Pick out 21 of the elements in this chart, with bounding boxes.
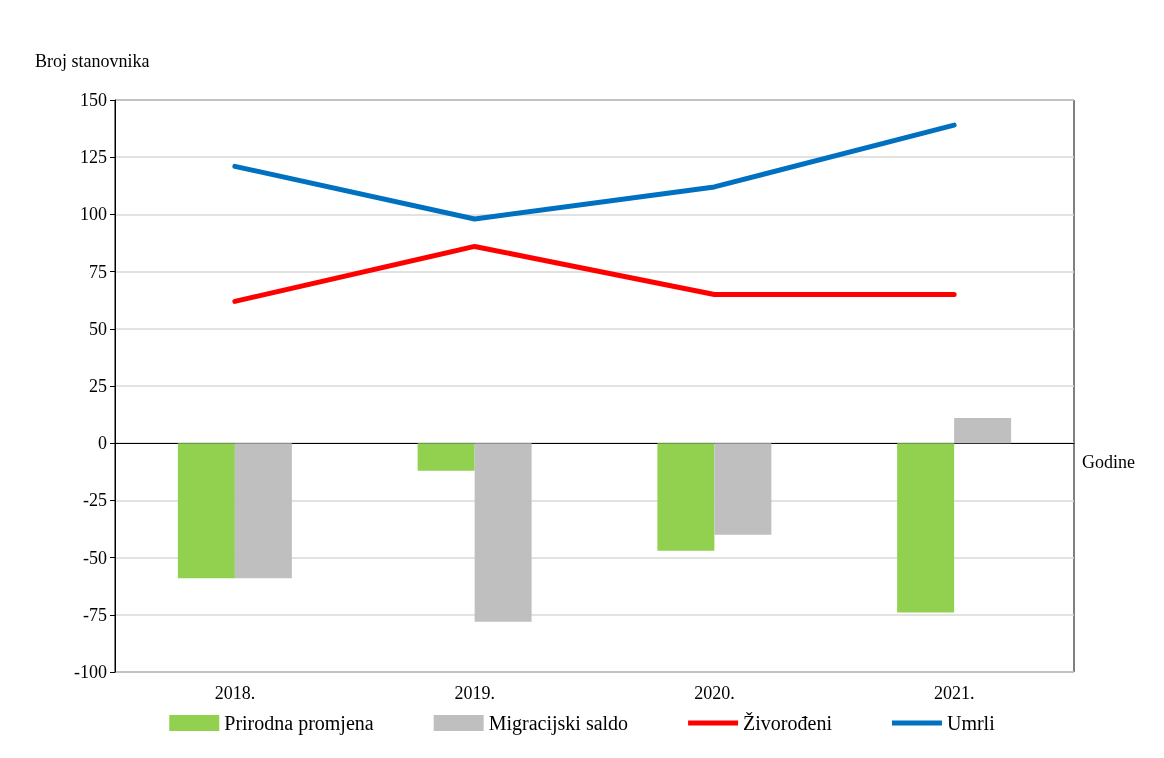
y-tick-label: 25 [89,376,107,396]
legend-label: Prirodna promjena [224,712,374,735]
x-tick-label: 2019. [454,683,495,703]
y-tick-label: 0 [98,433,107,454]
y-tick-label: 125 [80,147,107,168]
y-tick-label: 75 [89,261,107,282]
y-tick-label: -100 [74,662,107,682]
x-tick-label: 2021. [933,683,975,703]
y-tick-label: 50 [89,318,107,339]
legend-label: Živorođeni [743,712,833,734]
y-tick-label: 150 [80,90,107,110]
y-tick-label: -25 [83,490,107,511]
x-tick-label: 2018. [214,683,256,703]
y-tick-label: -50 [83,547,107,568]
y-axis-title: Broj stanovnika [35,51,150,71]
x-tick-label: 2020. [694,683,735,703]
legend-label: Umrli [946,712,996,734]
legend-label: Migracijski saldo [488,712,629,735]
y-tick-label: 100 [80,204,107,225]
y-tick-label: -75 [83,604,107,625]
x-axis-title: Godine [1082,452,1135,473]
